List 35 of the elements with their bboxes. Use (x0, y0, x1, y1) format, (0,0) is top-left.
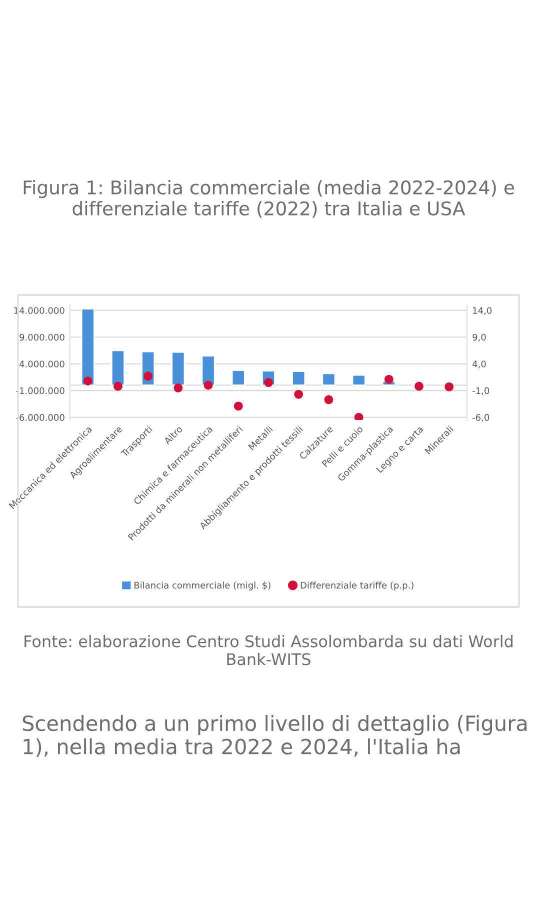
y2-tick-label: 14,0 (473, 307, 492, 315)
bar (231, 370, 246, 386)
point (294, 390, 304, 399)
point (204, 380, 213, 390)
point (234, 402, 243, 411)
legend-label: Differenziale tariffe (p.p.) (300, 582, 414, 590)
y-tick-label: 9.000.000 (20, 334, 64, 341)
y-tick-label: -1.000.000 (16, 387, 64, 394)
bar (80, 308, 95, 386)
y2-tick-label: 9,0 (472, 334, 486, 342)
point (444, 382, 454, 392)
bar (292, 370, 306, 386)
bar (201, 355, 216, 386)
point (83, 376, 92, 386)
y2-tick-label: -6,0 (472, 414, 490, 422)
point (414, 382, 424, 391)
y-tick-label: 4.000.000 (19, 360, 64, 368)
point (144, 372, 153, 381)
point (384, 374, 394, 384)
chart-title: Figura 1: Bilancia commerciale (media 2022-2024) e differenziale tariffe (2022) tra Italia e USA (24, 180, 514, 218)
point (113, 382, 122, 391)
y-tick-label: -6.000.000 (16, 414, 64, 421)
y2-tick-label: 4,0 (472, 360, 486, 368)
text: Scendendo a un primo livello di dettaglio (Figura 1), nella media tra 2022 e 2024, l'Italia ha (22, 715, 527, 757)
y-tick-label: 14.000.000 (14, 307, 64, 314)
point (354, 412, 364, 420)
legend-label: Bilancia commerciale (migl. $) (134, 582, 270, 590)
point (174, 383, 183, 392)
source-note: Fonte: elaborazione Centro Studi Assolombarda su dati World Bank-WITS (24, 635, 513, 666)
y2-tick-label: -1,0 (472, 387, 490, 396)
bar (110, 350, 125, 386)
bar (171, 351, 186, 386)
bar (322, 372, 336, 386)
point (324, 395, 334, 404)
bar (352, 374, 366, 386)
